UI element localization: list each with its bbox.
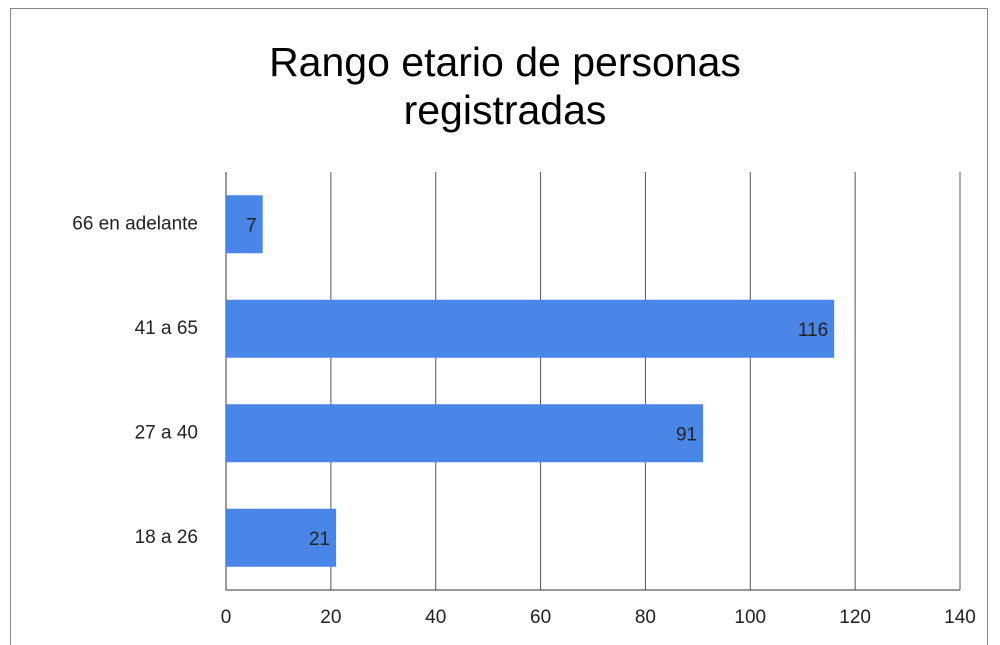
bar [226, 508, 337, 567]
chart-frame [10, 8, 988, 645]
y-tick-label: 18 a 26 [135, 527, 198, 548]
x-tick-label: 20 [320, 607, 341, 628]
y-tick-label: 66 en adelante [72, 213, 198, 234]
bar [226, 404, 704, 463]
x-tick-label: 0 [221, 607, 232, 628]
data-label: 7 [246, 215, 257, 236]
data-label: 116 [798, 320, 828, 341]
x-tick-label: 40 [425, 607, 446, 628]
chart-title: Rango etario de personas registradas [269, 39, 741, 133]
x-tick-label: 60 [530, 607, 551, 628]
x-tick-label: 120 [839, 607, 871, 628]
bar [226, 299, 835, 358]
data-label: 21 [309, 529, 330, 550]
x-tick-label: 100 [734, 607, 766, 628]
x-tick-label: 80 [635, 607, 656, 628]
bar [226, 195, 263, 254]
x-tick-label: 140 [944, 607, 976, 628]
data-label: 91 [676, 424, 697, 445]
y-tick-label: 41 a 65 [135, 318, 198, 339]
y-tick-label: 27 a 40 [135, 422, 198, 443]
